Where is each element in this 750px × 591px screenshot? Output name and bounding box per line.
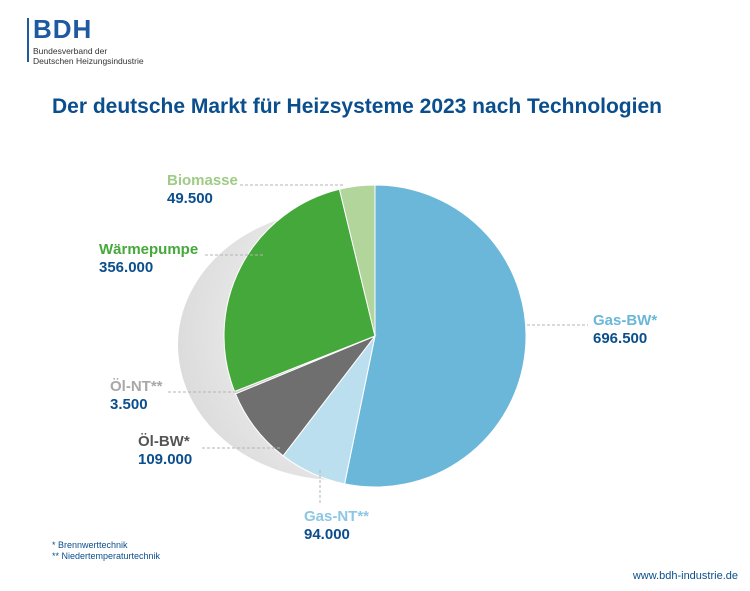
chart-title: Der deutsche Markt für Heizsysteme 2023 …: [52, 95, 662, 118]
pie-slice-biomasse: [338, 184, 376, 337]
slice-name: Öl-BW*: [138, 433, 190, 450]
footnote-brennwert: * Brennwerttechnik: [52, 540, 128, 550]
slice-name: Öl-NT**: [110, 378, 163, 395]
slice-value: 356.000: [99, 259, 154, 276]
logo-subtitle: Bundesverband der Deutschen Heizungsindu…: [33, 46, 144, 66]
slice-name: Gas-BW*: [593, 312, 658, 329]
pie-slice-waermepumpe: [223, 188, 376, 393]
slice-value: 49.500: [167, 190, 213, 207]
logo-subtitle-line2: Deutschen Heizungsindustrie: [33, 56, 144, 66]
slice-label-gas-nt: Gas-NT** 94.000: [304, 508, 369, 544]
footnotes: * Brennwerttechnik ** Niedertemperaturte…: [52, 540, 160, 562]
slice-label-biomasse: Biomasse 49.500: [167, 172, 238, 208]
slice-label-waermepumpe: Wärmepumpe 356.000: [99, 241, 198, 277]
slice-value: 696.500: [593, 330, 648, 347]
slice-value: 3.500: [110, 396, 148, 413]
logo-subtitle-line1: Bundesverband der: [33, 46, 108, 56]
logo-bar: [27, 18, 29, 62]
website-url[interactable]: www.bdh-industrie.de: [632, 570, 738, 582]
slice-name: Wärmepumpe: [99, 241, 199, 258]
slice-value: 94.000: [304, 526, 350, 543]
slice-name: Gas-NT**: [304, 508, 370, 525]
slice-label-gas-bw: Gas-BW* 696.500: [593, 312, 657, 348]
footnote-niedertemperatur: ** Niedertemperaturtechnik: [52, 551, 161, 561]
pie-slice-gas-bw: [343, 184, 527, 488]
slice-label-oel-bw: Öl-BW* 109.000: [138, 433, 192, 469]
slice-value: 109.000: [138, 451, 193, 468]
slice-label-oel-nt: Öl-NT** 3.500: [110, 378, 163, 414]
logo-mark: BDH: [33, 14, 93, 44]
slice-name: Biomasse: [167, 172, 238, 189]
